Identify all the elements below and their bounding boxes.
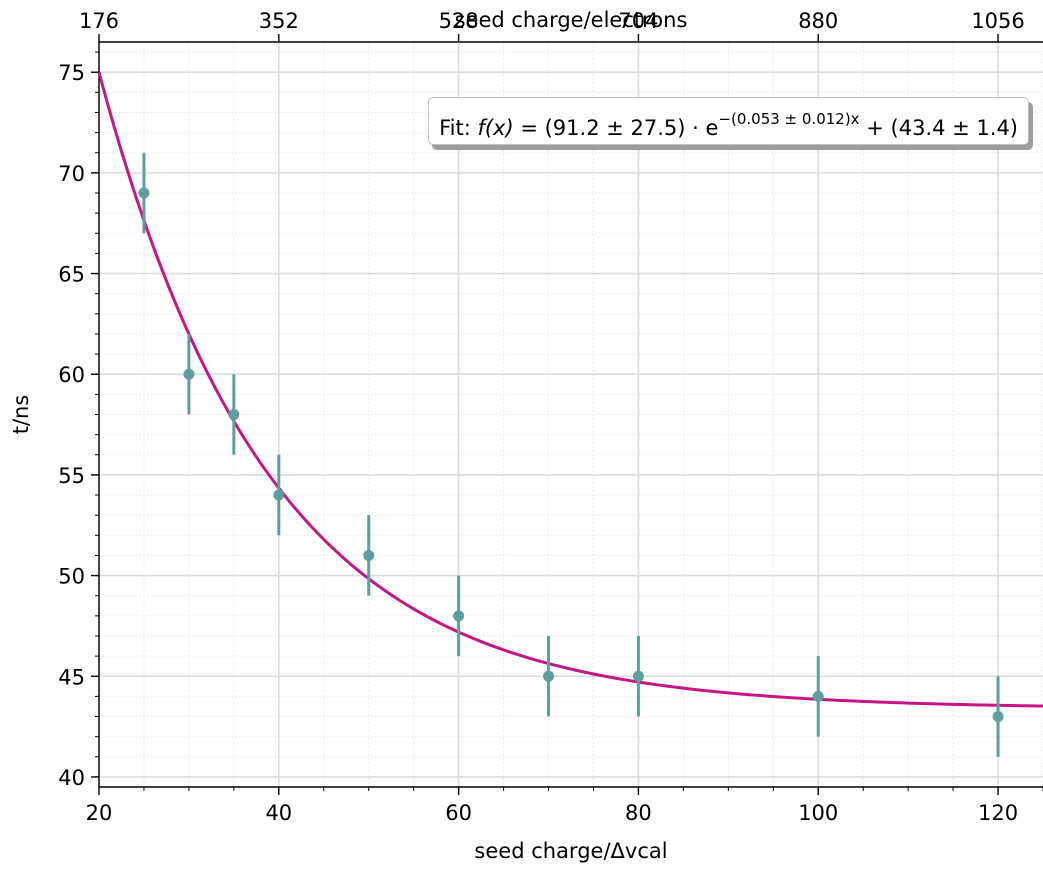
legend-exponent: −(0.053 ± 0.012)x	[718, 110, 860, 128]
y-tick-label: 40	[58, 766, 85, 790]
x-tick-label: 40	[265, 801, 292, 825]
y-tick-label: 60	[58, 363, 85, 387]
y-tick-label: 55	[58, 464, 85, 488]
x-tick-label: 100	[798, 801, 838, 825]
fit-legend: Fit: f(x) = (91.2 ± 27.5) · e−(0.053 ± 0…	[428, 97, 1029, 145]
legend-fx: f(x)	[477, 116, 514, 140]
y-tick-label: 65	[58, 263, 85, 287]
grid-minor	[98, 42, 1043, 787]
data-point	[363, 549, 375, 561]
y-tick-label: 50	[58, 565, 85, 589]
data-point	[543, 670, 555, 682]
fit-curve	[97, 71, 1043, 708]
x-tick-label: 120	[978, 801, 1018, 825]
x-tick-label: 60	[445, 801, 472, 825]
data-point	[992, 711, 1004, 723]
top-tick-label: 1056	[971, 9, 1024, 33]
y-tick-label: 45	[58, 665, 85, 689]
data-point	[632, 670, 644, 682]
y-tick-label: 70	[58, 162, 85, 186]
top-tick-label: 880	[798, 9, 838, 33]
top-tick-label: 704	[618, 9, 658, 33]
data-point	[138, 187, 150, 199]
top-tick-label: 528	[439, 9, 479, 33]
x-tick-label: 20	[86, 801, 113, 825]
legend-prefix: Fit:	[439, 116, 478, 140]
legend-tail: + (43.4 ± 1.4)	[859, 116, 1018, 140]
data-point	[453, 610, 465, 622]
ticks	[91, 34, 1043, 795]
x-tick-label: 80	[625, 801, 652, 825]
data-point	[812, 690, 824, 702]
y-axis-label: t/ns	[9, 395, 33, 435]
data-point	[183, 368, 195, 380]
errorbar-series	[138, 152, 1004, 757]
x-axis-label: seed charge/Δvcal	[474, 839, 667, 863]
data-point	[273, 489, 285, 501]
top-tick-label: 176	[79, 9, 119, 33]
y-tick-label: 75	[58, 61, 85, 85]
legend-equation: = (91.2 ± 27.5) · e	[513, 116, 719, 140]
top-axis-label: seed charge/electrons	[455, 8, 688, 32]
top-tick-label: 352	[259, 9, 299, 33]
data-point	[228, 409, 240, 420]
